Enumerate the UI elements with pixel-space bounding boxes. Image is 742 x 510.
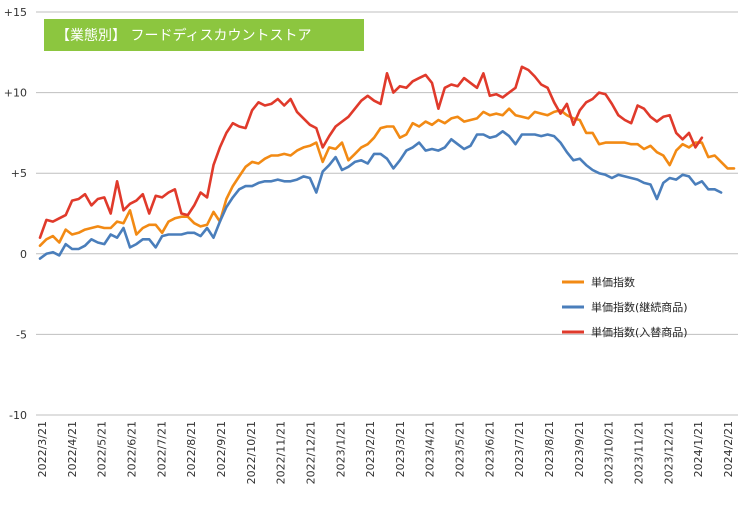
x-tick-label: 2023/3/21 xyxy=(394,421,407,477)
x-tick-label: 2024/1/21 xyxy=(692,421,705,477)
x-tick-label: 2022/11/21 xyxy=(275,421,288,484)
x-tick-label: 2023/4/21 xyxy=(424,421,437,477)
y-tick-label: +10 xyxy=(4,87,27,100)
x-axis-tick-labels: 2022/3/21 2022/4/21 2022/5/21 2022/6/21 2022… xyxy=(36,421,735,484)
x-tick-label: 2023/2/21 xyxy=(364,421,377,477)
legend-label: 単価指数(入替商品) xyxy=(591,325,688,339)
x-tick-label: 2023/12/21 xyxy=(662,421,675,484)
x-tick-label: 2022/3/21 xyxy=(36,421,49,477)
x-tick-label: 2022/9/21 xyxy=(215,421,228,477)
x-tick-label: 2022/10/21 xyxy=(245,421,258,484)
series-lines xyxy=(38,65,736,260)
y-tick-label: 0 xyxy=(20,248,27,261)
gridlines xyxy=(36,11,738,416)
series-line-2 xyxy=(38,130,723,260)
series-line-1 xyxy=(38,107,736,247)
x-tick-label: 2023/6/21 xyxy=(483,421,496,477)
x-tick-label: 2023/10/21 xyxy=(603,421,616,484)
chart-title: 【業態別】 フードディスカウントストア xyxy=(56,27,311,44)
x-tick-label: 2023/8/21 xyxy=(543,421,556,477)
legend-label: 単価指数(継続商品) xyxy=(591,300,688,314)
x-tick-label: 2024/2/21 xyxy=(722,421,735,477)
x-tick-label: 2023/11/21 xyxy=(633,421,646,484)
chart-title-background xyxy=(44,19,364,51)
x-tick-label: 2022/6/21 xyxy=(125,421,138,477)
x-tick-label: 2023/9/21 xyxy=(573,421,586,477)
x-tick-label: 2022/5/21 xyxy=(96,421,109,477)
y-tick-label: -10 xyxy=(9,409,27,422)
x-tick-label: 2022/12/21 xyxy=(304,421,317,484)
series-line-3 xyxy=(38,65,704,239)
x-tick-label: 2022/7/21 xyxy=(155,421,168,477)
y-tick-label: -5 xyxy=(16,328,27,341)
x-tick-label: 2023/5/21 xyxy=(454,421,467,477)
y-tick-label: +15 xyxy=(4,6,27,19)
x-tick-label: 2022/4/21 xyxy=(66,421,79,477)
x-tick-label: 2023/1/21 xyxy=(334,421,347,477)
legend-label: 単価指数 xyxy=(591,275,635,289)
chart-title-box: 【業態別】 フードディスカウントストア xyxy=(44,19,364,51)
y-axis-tick-labels: +15 +10 +5 0 -5 -10 xyxy=(4,6,27,422)
x-tick-label: 2022/8/21 xyxy=(185,421,198,477)
y-tick-label: +5 xyxy=(11,167,27,180)
x-tick-label: 2023/7/21 xyxy=(513,421,526,477)
